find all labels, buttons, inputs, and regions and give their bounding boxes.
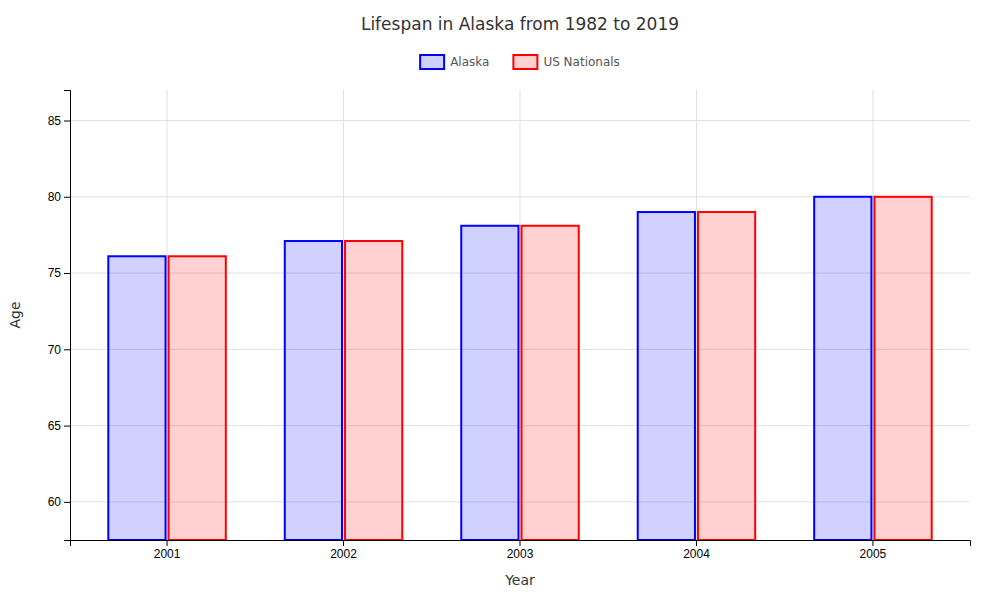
x-axis-line (71, 541, 971, 547)
x-axis: 2001 2002 2003 2004 2005 (71, 540, 971, 561)
y-axis-line (64, 91, 71, 541)
bar (108, 256, 165, 540)
x-tick-label: 2003 (507, 547, 534, 561)
title: Lifespan in Alaska from 1982 to 2019 (361, 14, 679, 34)
y-tick-mark (64, 349, 70, 350)
x-grid-line (872, 90, 873, 540)
y-axis: 60 65 70 75 80 85 (48, 91, 71, 541)
x-tick: 2002 (330, 540, 357, 561)
x-tick-mark (520, 540, 521, 546)
y-tick: 85 (48, 114, 70, 128)
grid (70, 90, 970, 540)
legend-swatch (420, 55, 444, 69)
x-axis-title: Year (504, 572, 535, 588)
bar (698, 212, 755, 540)
y-tick-label: 85 (48, 114, 62, 128)
y-tick: 70 (48, 343, 70, 357)
y-tick: 75 (48, 266, 70, 280)
legend-swatch (513, 55, 537, 69)
bar (638, 212, 695, 540)
x-tick-label: 2002 (330, 547, 357, 561)
x-tick: 2004 (683, 540, 710, 561)
y-tick: 65 (48, 419, 70, 433)
plot-area: 60 65 70 75 80 85 2001 2002 2003 2004 2005 (48, 90, 971, 561)
legend-item: US Nationals (513, 55, 619, 69)
y-tick-mark (64, 197, 70, 198)
bar (285, 241, 342, 540)
x-grid-line (167, 90, 168, 540)
y-tick-label: 80 (48, 190, 62, 204)
y-tick-label: 70 (48, 343, 62, 357)
x-tick-mark (343, 540, 344, 546)
legend-label: US Nationals (543, 55, 619, 69)
x-tick: 2001 (154, 540, 181, 561)
x-grid-line (343, 90, 344, 540)
y-axis-title: Age (7, 301, 23, 328)
y-tick: 80 (48, 190, 70, 204)
y-tick-label: 75 (48, 266, 62, 280)
series (169, 197, 932, 540)
x-tick-mark (872, 540, 873, 546)
chart: 60 65 70 75 80 85 2001 2002 2003 2004 2005 Year Age L… (0, 0, 1000, 600)
bar (814, 197, 871, 540)
x-tick-label: 2004 (683, 547, 710, 561)
x-tick-label: 2001 (154, 547, 181, 561)
bar (169, 256, 226, 540)
x-tick-label: 2005 (860, 547, 887, 561)
x-tick: 2005 (860, 540, 887, 561)
y-tick-mark (64, 121, 70, 122)
bar (874, 197, 931, 540)
legend: Alaska US Nationals (420, 55, 620, 69)
x-tick-mark (696, 540, 697, 546)
y-tick: 60 (48, 495, 70, 509)
y-tick-label: 60 (48, 495, 62, 509)
x-tick-mark (167, 540, 168, 546)
y-tick-label: 65 (48, 419, 62, 433)
bars (108, 197, 931, 540)
series (108, 197, 871, 540)
x-tick: 2003 (507, 540, 534, 561)
x-grid-line (520, 90, 521, 540)
x-grid-line (696, 90, 697, 540)
y-tick-mark (64, 426, 70, 427)
y-tick-mark (64, 502, 70, 503)
bar (522, 226, 579, 540)
legend-item: Alaska (420, 55, 489, 69)
bar (461, 226, 518, 540)
bar (345, 241, 402, 540)
y-tick-mark (64, 273, 70, 274)
legend-label: Alaska (450, 55, 489, 69)
